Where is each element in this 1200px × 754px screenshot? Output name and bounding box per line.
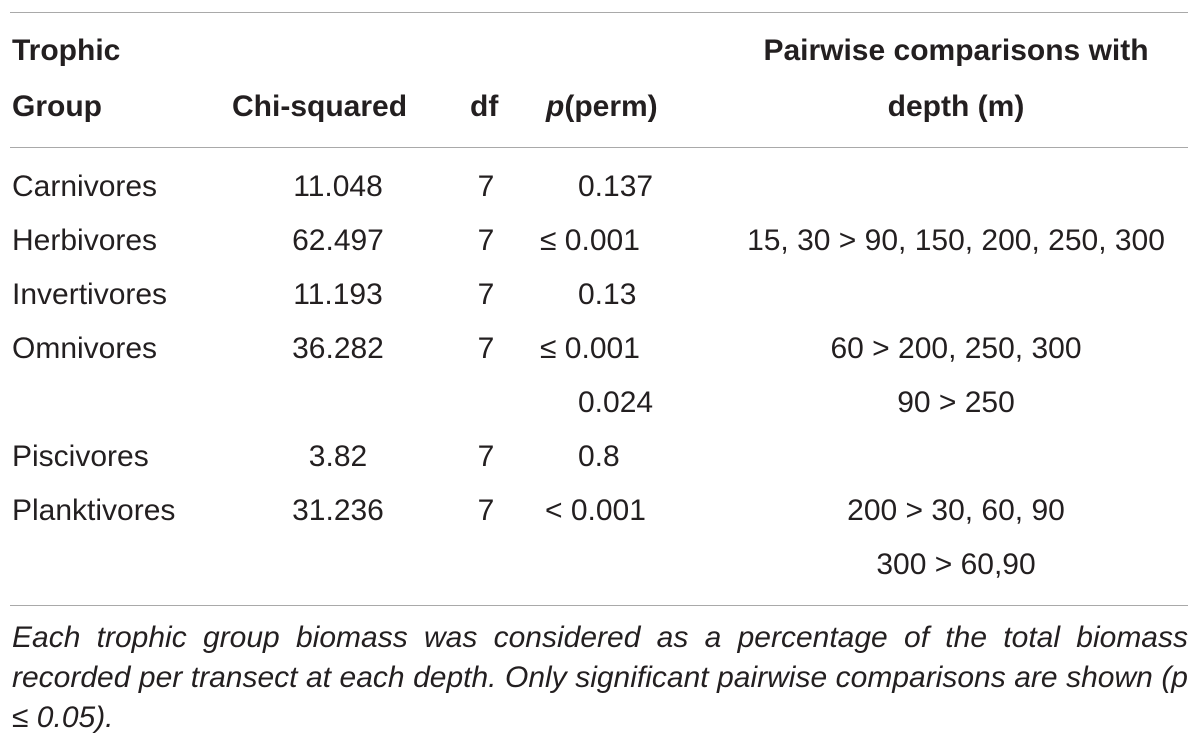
cell-group: Herbivores	[12, 224, 158, 257]
cell-df: 7	[477, 332, 495, 365]
cell-p-perm: 0.13	[578, 278, 637, 311]
table-row: 0.024 90 > 250	[0, 376, 1200, 430]
cell-chi-squared: 31.236	[292, 494, 384, 527]
cell-pairwise: 200 > 30, 60, 90	[847, 494, 1065, 527]
table-row: Herbivores 62.497 7 ≤ 0.001 15, 30 > 90,…	[0, 214, 1200, 268]
cell-df: 7	[477, 224, 495, 257]
cell-chi-squared: 11.048	[293, 170, 383, 203]
cell-p-perm: < 0.001	[545, 494, 646, 527]
cell-pairwise: 90 > 250	[897, 386, 1015, 419]
table-row: Omnivores 36.282 7 ≤ 0.001 60 > 200, 250…	[0, 322, 1200, 376]
header-df: df	[470, 90, 499, 123]
header-trophic-group-line1: Trophic	[12, 34, 121, 67]
cell-group: Invertivores	[12, 278, 168, 311]
cell-chi-squared: 36.282	[292, 332, 384, 365]
cell-p-perm: 0.137	[578, 170, 654, 203]
cell-df: 7	[477, 494, 495, 527]
table-row: 300 > 60,90	[0, 538, 1200, 592]
cell-p-perm: 0.8	[578, 440, 620, 473]
header-bottom-rule	[10, 147, 1188, 148]
table-top-rule	[10, 12, 1188, 13]
header-p-perm: p(perm)	[546, 79, 658, 135]
cell-df: 7	[477, 170, 495, 203]
cell-group: Omnivores	[12, 332, 158, 365]
header-p-rest: (perm)	[564, 90, 658, 123]
table-row: Invertivores 11.193 7 0.13	[0, 268, 1200, 322]
header-chi-squared: Chi-squared	[232, 90, 408, 123]
header-pairwise-comparisons: Pairwise comparisons with depth (m)	[716, 23, 1196, 135]
header-pairwise-line1: Pairwise comparisons with	[763, 34, 1149, 67]
cell-chi-squared: 62.497	[292, 224, 384, 257]
header-trophic-group: Trophic Group	[12, 23, 120, 135]
cell-p-perm: 0.024	[578, 386, 654, 419]
header-pairwise-line2: depth (m)	[887, 90, 1025, 123]
cell-p-perm: ≤ 0.001	[540, 332, 640, 365]
cell-chi-squared: 11.193	[293, 278, 383, 311]
cell-df: 7	[477, 440, 495, 473]
cell-df: 7	[477, 278, 495, 311]
table-bottom-rule	[10, 605, 1188, 606]
cell-pairwise: 15, 30 > 90, 150, 200, 250, 300	[747, 224, 1165, 257]
cell-pairwise: 60 > 200, 250, 300	[830, 332, 1082, 365]
table-row: Piscivores 3.82 7 0.8	[0, 430, 1200, 484]
cell-chi-squared: 3.82	[308, 440, 368, 473]
cell-group: Carnivores	[12, 170, 158, 203]
cell-p-perm: ≤ 0.001	[540, 224, 640, 257]
table-footnote: Each trophic group biomass was considere…	[12, 621, 1188, 734]
cell-group: Planktivores	[12, 494, 176, 527]
header-p-italic: p	[546, 90, 565, 123]
cell-group: Piscivores	[12, 440, 149, 473]
cell-pairwise: 300 > 60,90	[876, 548, 1036, 581]
table-row: Planktivores 31.236 7 < 0.001 200 > 30, …	[0, 484, 1200, 538]
table-row: Carnivores 11.048 7 0.137	[0, 160, 1200, 214]
header-trophic-group-line2: Group	[12, 90, 102, 123]
